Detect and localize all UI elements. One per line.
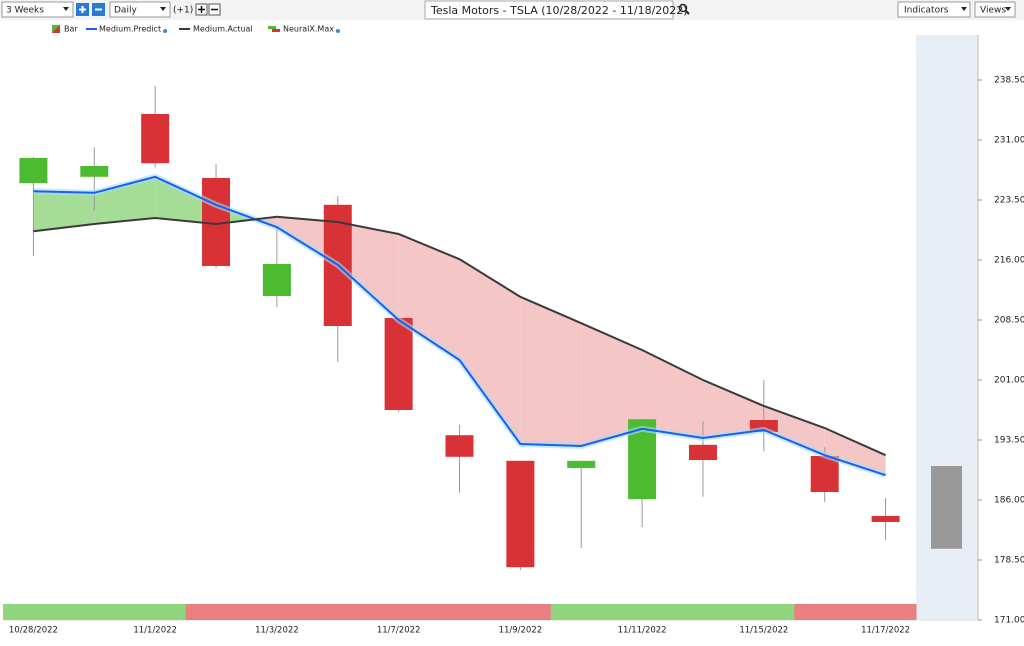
candle-body	[19, 158, 48, 184]
legend-label: NeuralX.Max	[283, 25, 334, 34]
y-tick-label: 186.00	[994, 496, 1024, 506]
views: Views	[980, 6, 1006, 16]
neuralx-signal	[246, 604, 308, 620]
period: 3 Weeks	[6, 6, 44, 16]
indicators: Indicators	[904, 6, 949, 16]
x-tick-label: 11/11/2022	[618, 626, 667, 636]
neuralx-signal	[185, 604, 247, 620]
x-tick-label: 10/28/2022	[9, 626, 58, 636]
x-tick-label: 11/17/2022	[861, 626, 910, 636]
x-tick-label: 11/9/2022	[499, 626, 543, 636]
neuralx-signal	[611, 604, 674, 620]
candle-body	[80, 166, 109, 177]
x-tick-label: 11/15/2022	[739, 626, 788, 636]
y-tick-label: 201.00	[994, 376, 1024, 386]
legend-label: Bar	[64, 25, 78, 34]
legend-info-dot	[335, 29, 340, 33]
offset: (+1)	[173, 6, 193, 16]
neuralx-signal	[3, 604, 65, 620]
y-tick-label: 193.50	[994, 436, 1024, 446]
neuralx-signal	[794, 604, 856, 620]
neuralx-signal	[124, 604, 187, 620]
neuralx-signal	[307, 604, 369, 620]
y-tick-label: 238.50	[994, 76, 1024, 86]
candle-body	[871, 516, 900, 522]
neuralx-signal	[550, 604, 613, 620]
neuralx-signal	[63, 604, 126, 620]
spread-fill	[33, 191, 95, 232]
spread-fill	[520, 296, 582, 446]
spread-fill	[824, 428, 886, 476]
forecast-range	[931, 466, 962, 549]
legend-label: Medium.Predict	[99, 25, 161, 34]
spread-fill	[155, 176, 217, 224]
dropdown-arrow	[160, 7, 166, 11]
candle-body	[141, 114, 170, 164]
y-tick-label: 171.00	[994, 616, 1024, 626]
candle-body	[810, 456, 839, 492]
spread-fill	[459, 259, 521, 444]
candle-body	[688, 444, 717, 460]
dropdown-arrow	[961, 7, 967, 11]
legend-swatch	[52, 25, 60, 33]
neuralx-signal	[368, 604, 430, 620]
candle-body	[262, 264, 291, 296]
candle-body	[567, 460, 596, 468]
neuralx-signal	[429, 604, 491, 620]
interval: Daily	[114, 6, 137, 16]
neuralx-signal	[672, 604, 734, 620]
line	[33, 175, 886, 477]
plus-icon	[79, 6, 86, 13]
x-tick-label: 11/3/2022	[255, 626, 299, 636]
dropdown-arrow	[1005, 7, 1011, 11]
legend-swatch	[272, 29, 280, 32]
symbol-input[interactable]	[424, 0, 674, 20]
legend-swatch	[268, 26, 276, 29]
spread-fill	[581, 323, 643, 446]
candle-body	[506, 460, 535, 568]
y-tick-label: 178.50	[994, 556, 1024, 566]
neuralx-signal	[733, 604, 795, 620]
candle-body	[384, 318, 413, 410]
views-select[interactable]	[974, 1, 1016, 18]
search-icon-handle	[684, 9, 690, 15]
y-tick-label: 223.50	[994, 196, 1024, 206]
dropdown-arrow	[63, 7, 69, 11]
x-tick-label: 11/7/2022	[377, 626, 421, 636]
y-tick-label: 208.50	[994, 316, 1024, 326]
search-icon[interactable]	[678, 3, 688, 13]
legend-label: Medium.Actual	[193, 25, 253, 34]
spread-fill	[763, 406, 825, 456]
x-tick-label: 11/1/2022	[133, 626, 177, 636]
spread-fill	[642, 350, 703, 438]
chart-title: Tesla Motors - TSLA (10/28/2022 - 11/18/…	[430, 4, 688, 17]
spread-fill	[702, 380, 764, 438]
neuralx-signal	[855, 604, 917, 620]
candle-body	[445, 435, 474, 457]
y-tick-label: 231.00	[994, 136, 1024, 146]
neuralx-signal	[489, 604, 552, 620]
legend-info-dot	[163, 29, 168, 33]
y-tick-label: 216.00	[994, 256, 1024, 266]
spread-fill	[94, 176, 156, 224]
interval-select[interactable]	[109, 1, 171, 18]
line	[33, 215, 886, 457]
spread-fill	[337, 222, 399, 320]
indicators-select[interactable]	[897, 1, 971, 18]
period-select[interactable]	[1, 1, 74, 18]
plus-icon	[198, 6, 205, 13]
